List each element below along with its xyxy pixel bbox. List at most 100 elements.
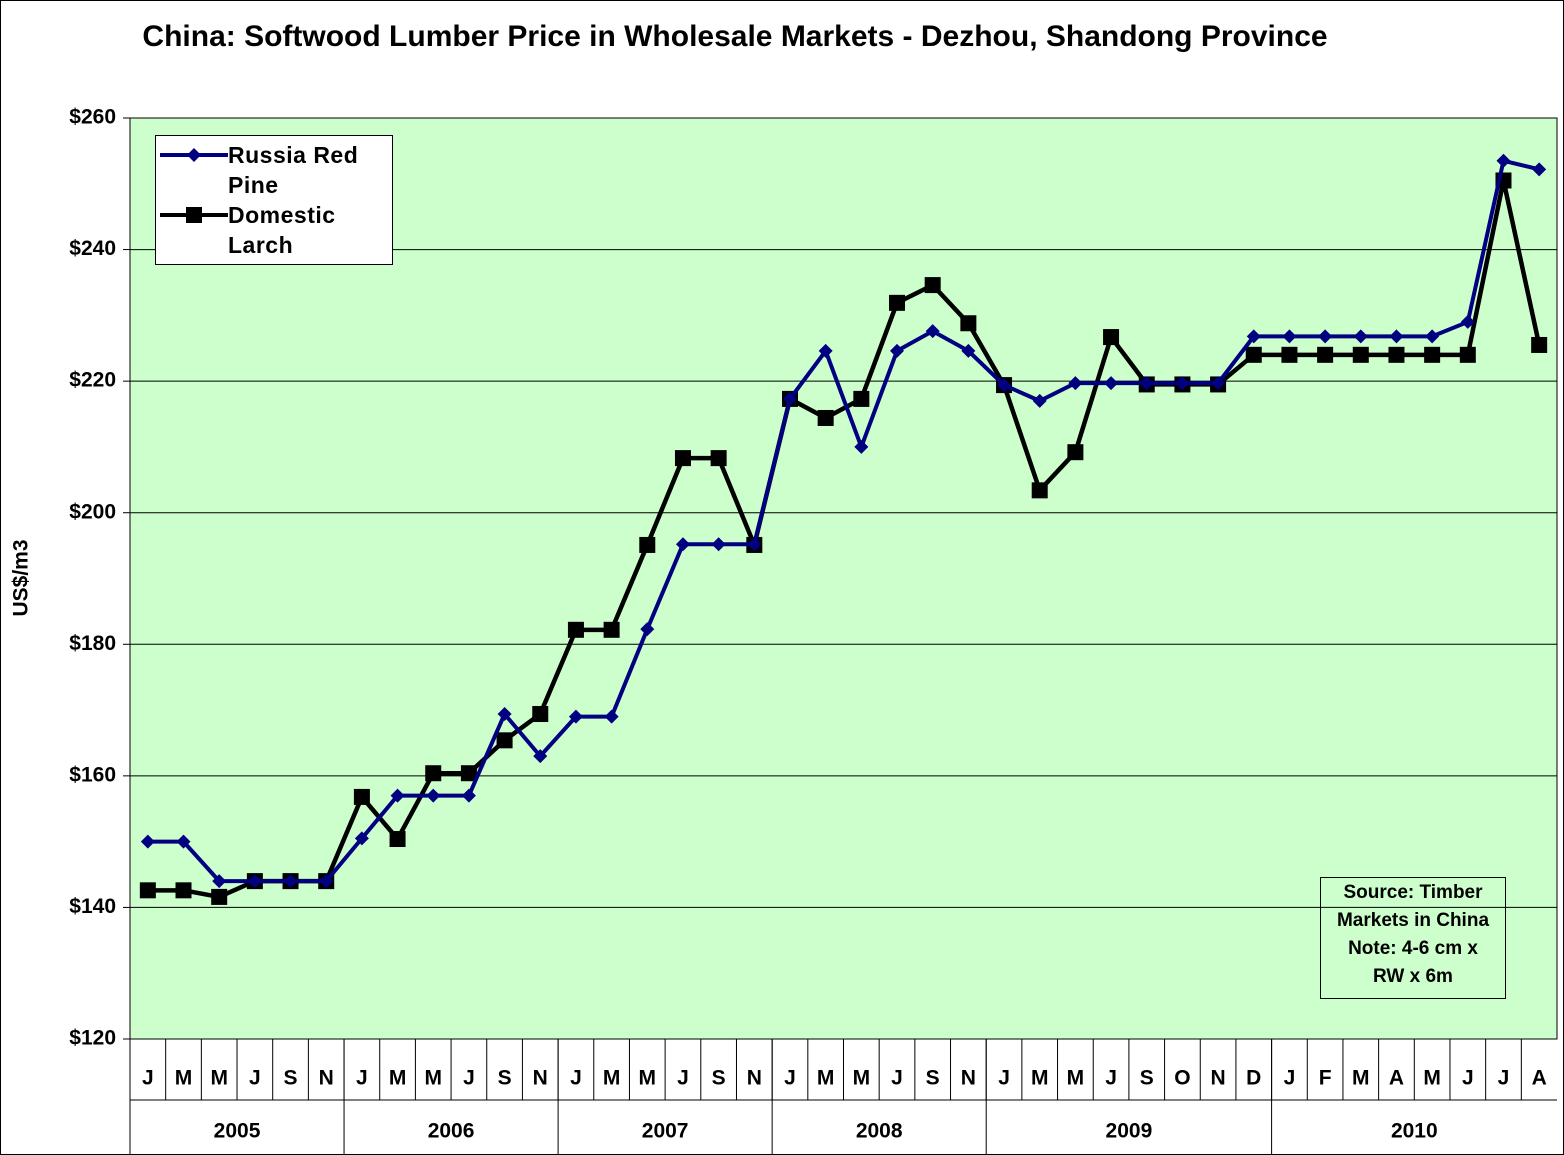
- legend-label: Domestic Larch: [228, 202, 336, 258]
- marker: [425, 765, 442, 782]
- marker: [461, 788, 476, 803]
- marker: [853, 390, 870, 407]
- marker: [1175, 376, 1190, 391]
- x-tick-label: A: [1532, 1067, 1547, 1090]
- marker: [497, 707, 512, 722]
- marker: [1067, 444, 1084, 461]
- x-tick-label: N: [533, 1067, 548, 1090]
- marker: [675, 537, 690, 552]
- y-tick-label: $260: [69, 106, 116, 129]
- marker: [1532, 162, 1547, 177]
- x-tick-label: S: [1140, 1067, 1154, 1090]
- x-tick-label: S: [926, 1067, 940, 1090]
- marker: [567, 621, 584, 638]
- legend-swatch: [160, 148, 228, 162]
- x-tick-label: O: [1174, 1067, 1190, 1090]
- marker: [212, 874, 227, 889]
- marker: [1353, 329, 1368, 344]
- x-tick-label: J: [891, 1067, 903, 1090]
- legend-entry: Domestic Larch: [156, 200, 392, 260]
- series-line: [147, 158, 1540, 884]
- marker: [1424, 346, 1441, 363]
- marker: [924, 277, 941, 294]
- x-tick-label: N: [747, 1067, 762, 1090]
- marker: [1282, 329, 1297, 344]
- marker: [389, 831, 406, 848]
- marker: [139, 882, 156, 899]
- x-tick-label: M: [1352, 1067, 1370, 1090]
- x-tick-label: M: [1031, 1067, 1049, 1090]
- marker: [640, 622, 655, 637]
- x-tick-label: M: [639, 1067, 657, 1090]
- marker: [1281, 346, 1298, 363]
- x-tick-label: J: [784, 1067, 796, 1090]
- marker: [639, 536, 656, 553]
- x-tick-label: M: [853, 1067, 871, 1090]
- x-tick-label: S: [712, 1067, 726, 1090]
- marker: [1425, 329, 1440, 344]
- marker: [782, 391, 797, 406]
- marker: [283, 874, 298, 889]
- marker: [1068, 376, 1083, 391]
- x-tick-label: S: [284, 1067, 298, 1090]
- x-tick-label: M: [389, 1067, 407, 1090]
- x-tick-label: F: [1319, 1067, 1332, 1090]
- x-tick-label: M: [1067, 1067, 1085, 1090]
- marker: [176, 834, 191, 849]
- marker: [747, 537, 762, 552]
- x-tick-label: J: [1498, 1067, 1510, 1090]
- x-tick-label: S: [498, 1067, 512, 1090]
- x-tick-label: M: [210, 1067, 228, 1090]
- x-tick-label: D: [1246, 1067, 1261, 1090]
- marker: [1139, 376, 1154, 391]
- x-tick-label: J: [142, 1067, 154, 1090]
- marker: [1352, 346, 1369, 363]
- x-tick-label: J: [677, 1067, 689, 1090]
- marker: [1245, 346, 1262, 363]
- y-tick-label: $200: [69, 500, 116, 523]
- legend: Russia Red Pine Domestic Larch: [155, 135, 393, 265]
- x-tick-label: J: [249, 1067, 261, 1090]
- x-tick-label: A: [1389, 1067, 1404, 1090]
- marker: [710, 450, 727, 467]
- marker: [818, 343, 833, 358]
- marker: [817, 409, 834, 426]
- marker: [603, 621, 620, 638]
- plot-area: [129, 117, 1558, 1040]
- x-tick-label: J: [1284, 1067, 1296, 1090]
- y-tick-label: $180: [69, 632, 116, 655]
- marker: [1211, 376, 1226, 391]
- year-label: 2010: [1391, 1120, 1438, 1143]
- marker: [925, 324, 940, 339]
- marker: [426, 788, 441, 803]
- y-tick-label: $140: [69, 895, 116, 918]
- marker: [961, 343, 976, 358]
- x-tick-label: J: [570, 1067, 582, 1090]
- x-tick-label: M: [1423, 1067, 1441, 1090]
- marker: [674, 450, 691, 467]
- marker: [533, 749, 548, 764]
- marker: [532, 706, 549, 723]
- marker: [997, 378, 1012, 393]
- annotation-line: Source: Timber: [1343, 882, 1483, 903]
- annotation-line: RW x 6m: [1373, 966, 1453, 987]
- marker: [1459, 346, 1476, 363]
- marker: [1388, 346, 1405, 363]
- x-tick-label: N: [961, 1067, 976, 1090]
- marker: [175, 882, 192, 899]
- marker: [1389, 329, 1404, 344]
- marker: [604, 709, 619, 724]
- marker: [1318, 329, 1333, 344]
- annotation-line: Note: 4-6 cm x: [1348, 938, 1478, 959]
- marker: [186, 207, 202, 223]
- marker: [187, 148, 201, 162]
- marker: [1317, 346, 1334, 363]
- marker: [1104, 376, 1119, 391]
- annotation-line: Markets in China: [1336, 910, 1490, 931]
- legend-label: Russia Red Pine: [228, 142, 359, 198]
- x-tick-label: J: [998, 1067, 1010, 1090]
- x-tick-label: J: [356, 1067, 368, 1090]
- x-tick-label: M: [424, 1067, 442, 1090]
